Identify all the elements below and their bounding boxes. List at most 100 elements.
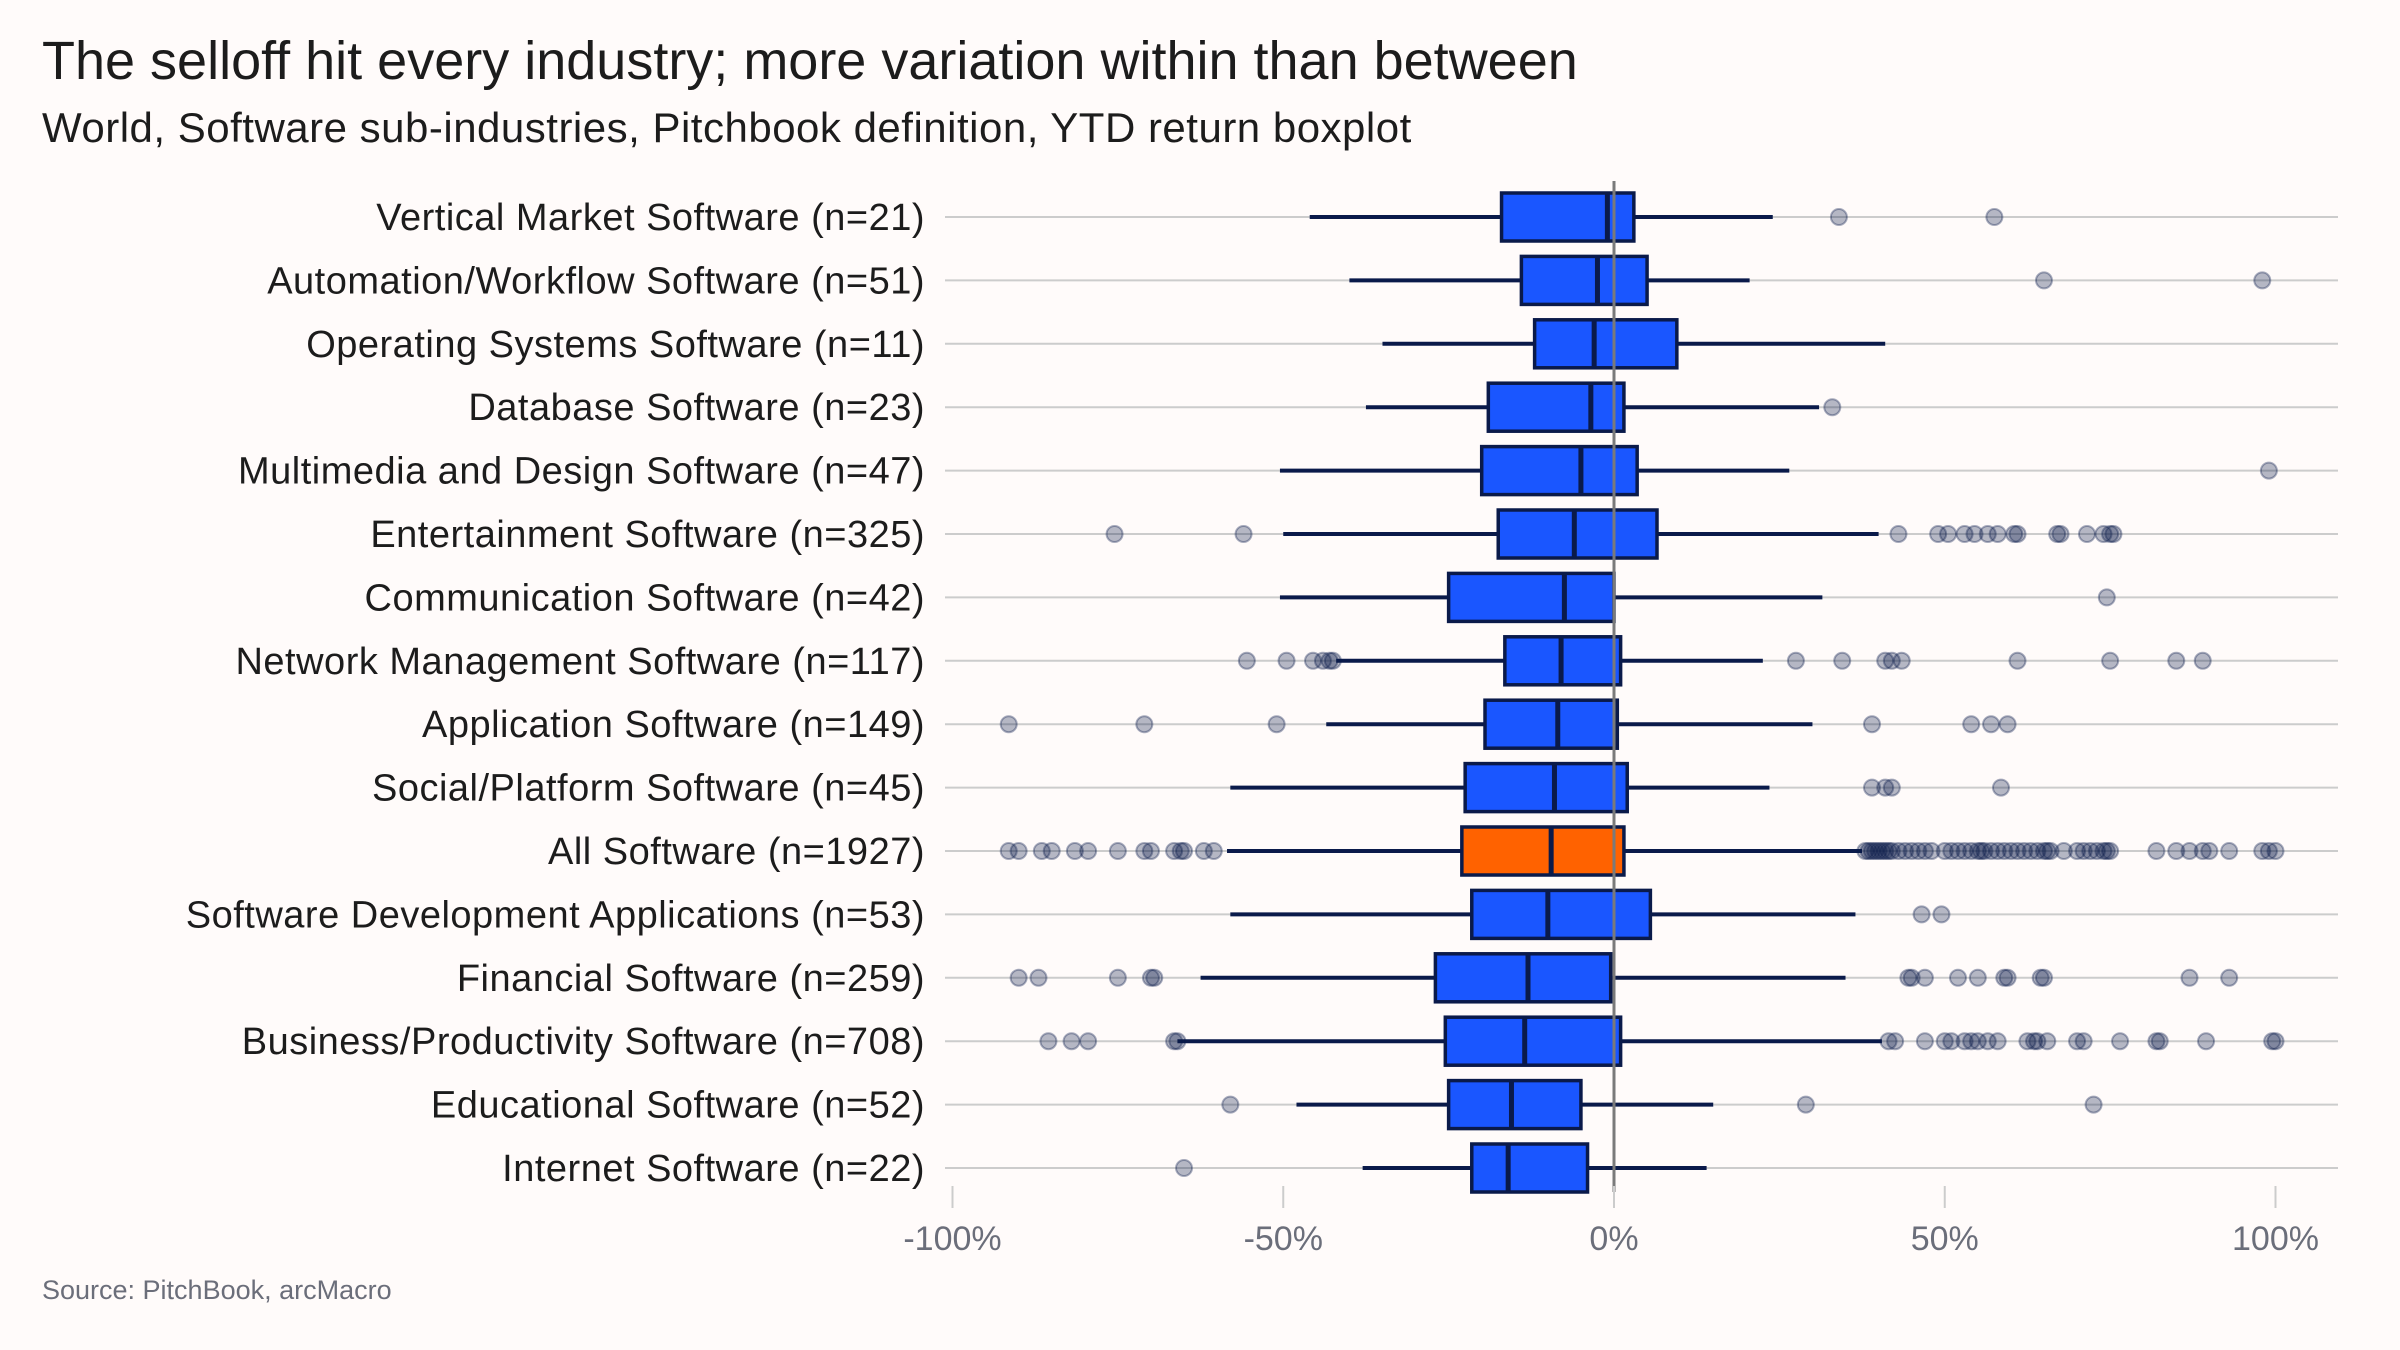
outlier-point — [2068, 1032, 2087, 1051]
outlier-point — [2097, 842, 2116, 860]
outlier-point — [2077, 525, 2096, 543]
box — [1486, 381, 1626, 433]
outlier-point — [2147, 842, 2166, 860]
outlier-point — [2101, 525, 2120, 543]
category-label: Database Software (n=23) — [468, 387, 925, 429]
outlier-point — [1833, 651, 1852, 670]
outlier-point — [1221, 1095, 1240, 1114]
box — [1499, 191, 1636, 243]
category-label: Internet Software (n=22) — [502, 1148, 925, 1190]
box — [1483, 698, 1620, 750]
outlier-point — [999, 715, 1018, 734]
x-tick-label: 100% — [2232, 1220, 2319, 1258]
outlier-point — [2197, 1032, 2216, 1051]
outlier-point — [1942, 842, 1961, 860]
outlier-point — [2081, 842, 2100, 860]
outlier-point — [2193, 651, 2212, 670]
outlier-point — [1955, 525, 1974, 543]
outlier-point — [1998, 968, 2017, 987]
outlier-point — [2038, 1032, 2057, 1051]
box — [1446, 1078, 1583, 1131]
outlier-point — [1277, 651, 1296, 670]
outlier-point — [2034, 842, 2053, 860]
outlier-point — [2266, 1032, 2285, 1051]
category-label: Business/Productivity Software (n=708) — [242, 1021, 925, 1063]
outlier-point — [1889, 842, 1908, 860]
outlier-point — [1267, 715, 1286, 734]
outlier-point — [2101, 651, 2120, 670]
outlier-point — [1935, 1032, 1954, 1051]
outlier-point — [1171, 842, 1190, 860]
outlier-point — [1165, 842, 1184, 860]
box-group: Vertical Market Software (n=21) — [376, 191, 2338, 243]
outlier-point — [1896, 842, 1915, 860]
box — [1479, 444, 1639, 497]
outlier-point — [1320, 651, 1339, 670]
outlier-point — [2180, 842, 2199, 860]
category-label: Multimedia and Design Software (n=47) — [238, 451, 925, 493]
outlier-point — [2034, 271, 2053, 290]
outlier-point — [1879, 842, 1898, 860]
outlier-point — [1889, 525, 1908, 543]
outlier-point — [1876, 651, 1895, 670]
box-group: Internet Software (n=22) — [502, 1142, 2338, 1194]
outlier-point — [2263, 1032, 2282, 1051]
outlier-point — [2220, 842, 2239, 860]
outlier-point — [2180, 968, 2199, 987]
outlier-point — [2018, 1032, 2037, 1051]
x-tick-label: -100% — [903, 1220, 1001, 1258]
outlier-point — [1915, 842, 1934, 860]
outlier-point — [2034, 968, 2053, 987]
category-label: Network Management Software (n=117) — [235, 641, 925, 683]
outlier-point — [1009, 968, 1028, 987]
outlier-point — [1912, 905, 1931, 924]
outlier-point — [1991, 778, 2010, 797]
category-label: All Software (n=1927) — [548, 831, 925, 873]
outlier-point — [2028, 842, 2047, 860]
outlier-point — [2038, 842, 2057, 860]
outlier-point — [2193, 842, 2212, 860]
outlier-point — [1962, 1032, 1981, 1051]
outlier-point — [1029, 968, 1048, 987]
outlier-point — [2167, 842, 2186, 860]
outlier-point — [2008, 842, 2027, 860]
outlier-point — [1948, 842, 1967, 860]
outlier-point — [1829, 208, 1848, 226]
outlier-point — [1032, 842, 1051, 860]
outlier-point — [1145, 968, 1164, 987]
outlier-point — [1968, 968, 1987, 987]
outlier-point — [1982, 842, 2001, 860]
outlier-point — [1786, 651, 1805, 670]
outlier-point — [2104, 525, 2123, 543]
outlier-point — [1879, 1032, 1898, 1051]
outlier-point — [2005, 525, 2024, 543]
outlier-point — [2008, 525, 2027, 543]
outlier-point — [1985, 208, 2004, 226]
box-group: Operating Systems Software (n=11) — [306, 318, 2338, 370]
outlier-point — [1942, 1032, 1961, 1051]
outlier-point — [2048, 525, 2067, 543]
outlier-point — [1882, 842, 1901, 860]
outlier-point — [2021, 842, 2040, 860]
outlier-point — [2054, 842, 2073, 860]
outlier-point — [1313, 651, 1332, 670]
box-group: Network Management Software (n=117) — [235, 635, 2338, 687]
box-group: Social/Platform Software (n=45) — [372, 761, 2338, 814]
outlier-point — [1872, 842, 1891, 860]
box — [1443, 1015, 1623, 1067]
box-group: Software Development Applications (n=53) — [186, 888, 2338, 941]
box — [1496, 508, 1659, 560]
category-label: Social/Platform Software (n=45) — [372, 768, 925, 810]
outlier-point — [1978, 1032, 1997, 1051]
outlier-point — [1108, 842, 1127, 860]
outlier-point — [2259, 461, 2278, 480]
outlier-point — [1929, 525, 1948, 543]
outlier-point — [2253, 271, 2272, 290]
outlier-point — [1796, 1095, 1815, 1114]
outlier-point — [1915, 1032, 1934, 1051]
outlier-point — [1998, 715, 2017, 734]
outlier-point — [1866, 842, 1885, 860]
outlier-point — [1869, 842, 1888, 860]
outlier-point — [2074, 842, 2093, 860]
